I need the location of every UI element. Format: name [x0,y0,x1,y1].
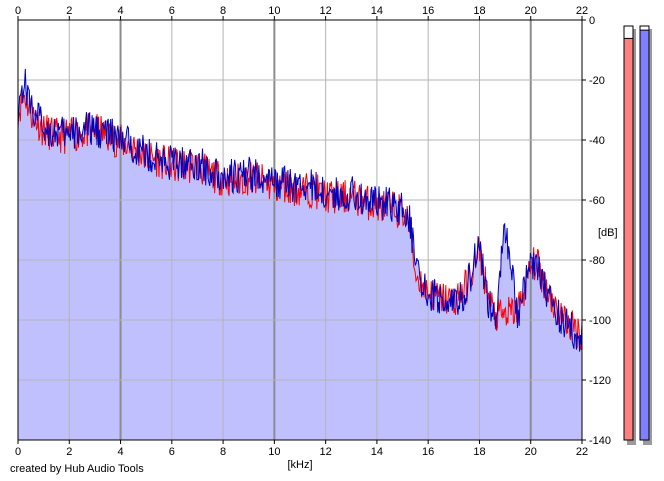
x-tick-label-bottom: 6 [169,446,175,458]
series-line-2 [17,68,583,352]
x-tick-label-bottom: 0 [15,446,21,458]
x-tick-label-top: 22 [576,5,588,17]
x-tick-label-top: 4 [117,5,123,17]
level-meters [623,25,652,445]
x-tick-label-bottom: 22 [576,446,588,458]
x-tick-label-bottom: 14 [371,446,383,458]
x-tick-label-top: 20 [525,5,537,17]
x-tick-label-top: 18 [473,5,485,17]
x-tick-label-top: 6 [169,5,175,17]
x-tick-label-top: 10 [268,5,280,17]
x-tick-label-top: 0 [15,5,21,17]
y-tick-label: -140 [589,435,611,447]
x-tick-label-bottom: 12 [320,446,332,458]
x-tick-label-bottom: 2 [66,446,72,458]
credit-text: created by Hub Audio Tools [10,463,144,475]
x-tick-label-bottom: 18 [473,446,485,458]
x-tick-label-bottom: 10 [268,446,280,458]
y-tick-label: -80 [589,255,605,267]
x-tick-label-top: 2 [66,5,72,17]
y-tick-label: -20 [589,75,605,87]
x-tick-label-bottom: 16 [422,446,434,458]
x-tick-label-bottom: 8 [220,446,226,458]
x-tick-label-top: 14 [371,5,383,17]
plot-frame [17,19,583,441]
y-tick-label: -100 [589,315,611,327]
x-tick-label-bottom: 20 [525,446,537,458]
y-axis-label: [dB] [598,227,618,239]
y-tick-label: -60 [589,195,605,207]
level-meter-bar-1 [623,37,634,441]
level-meter-bar-2 [639,29,650,441]
axes: 002244668810101212141416161818202022220-… [15,5,618,471]
y-tick-label: -40 [589,135,605,147]
x-tick-label-top: 8 [220,5,226,17]
x-tick-label-top: 16 [422,5,434,17]
x-tick-label-bottom: 4 [117,446,123,458]
y-tick-label: 0 [589,15,595,27]
x-tick-label-top: 12 [320,5,332,17]
y-tick-label: -120 [589,375,611,387]
x-axis-label: [kHz] [287,459,312,471]
